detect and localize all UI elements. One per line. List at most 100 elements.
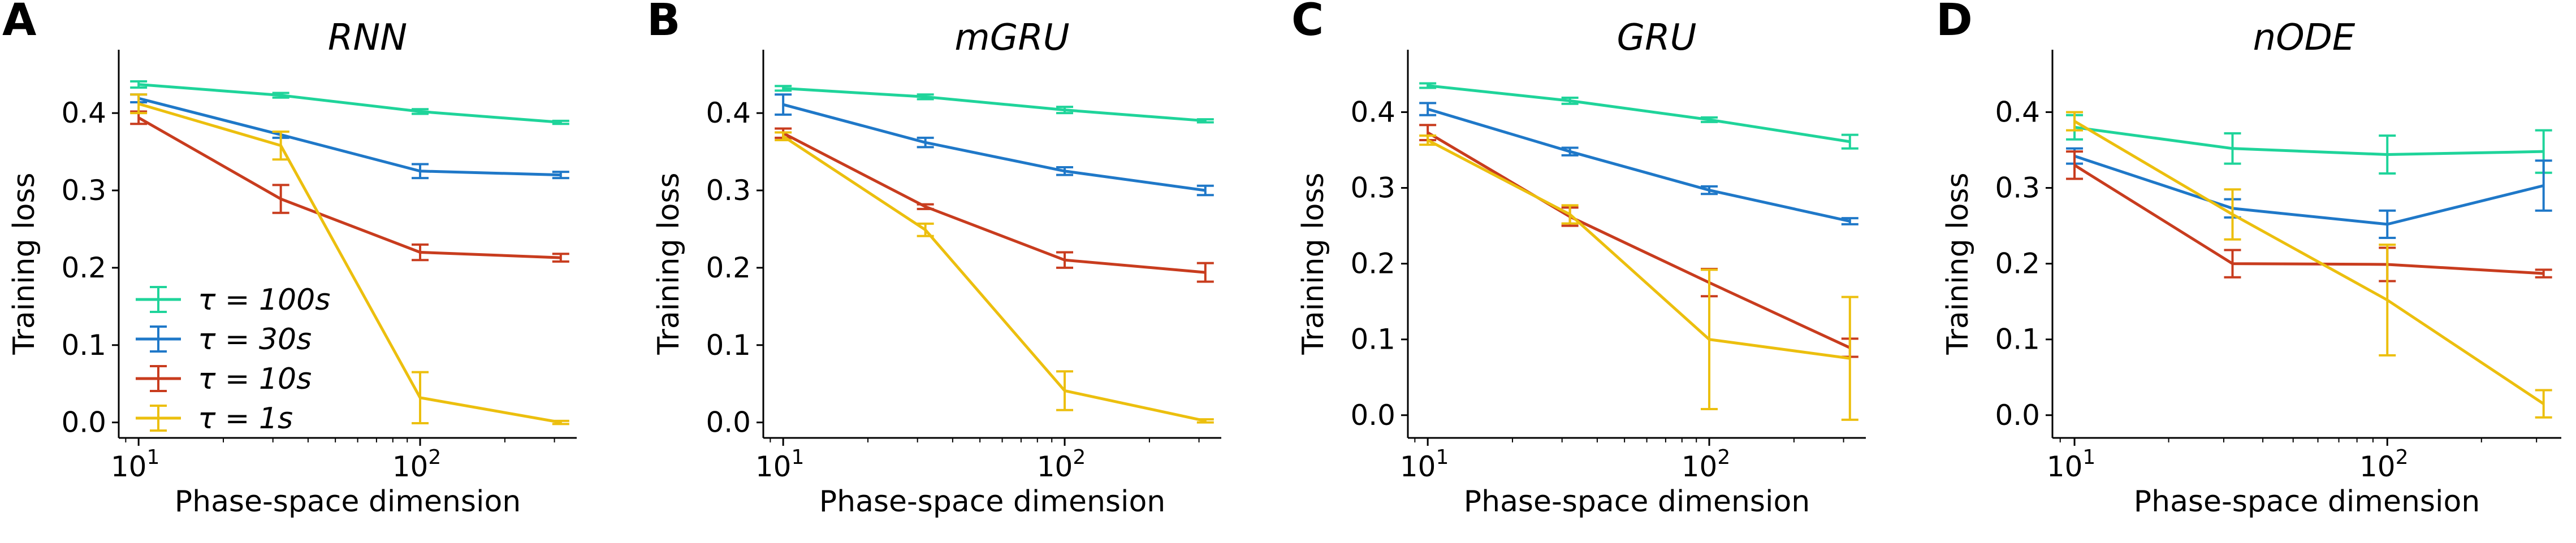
error-bar [1561, 146, 1579, 157]
legend-label: τ = 100s [198, 283, 330, 317]
panel-letter: A [2, 0, 36, 46]
error-bar [272, 130, 289, 161]
error-bar [1419, 82, 1437, 89]
series-line [138, 102, 561, 424]
series-tau-10s [1419, 124, 1858, 358]
error-bar [130, 93, 148, 115]
panel-title: RNN [328, 17, 407, 59]
error-bar [412, 243, 429, 262]
error-bar [552, 419, 569, 425]
y-tick-label: 0.4 [61, 97, 106, 129]
y-tick-label: 0.0 [706, 406, 751, 439]
error-bar [1561, 96, 1579, 105]
error-bar [1196, 184, 1214, 197]
series-tau-1s [775, 131, 1214, 424]
legend-item: τ = 100s [136, 283, 330, 317]
series-line [137, 116, 561, 259]
legend-label: τ = 1s [198, 402, 293, 436]
y-tick-label: 0.4 [1995, 95, 2040, 128]
x-tick-label: 101 [2047, 446, 2096, 483]
panel-title: GRU [1617, 17, 1697, 59]
y-tick-label: 0.3 [1350, 172, 1395, 205]
error-bar [917, 136, 934, 149]
series-tau-10s [775, 127, 1214, 283]
series-tau-1s [1419, 134, 1858, 421]
error-bar [2535, 268, 2552, 279]
error-bar [1196, 262, 1214, 283]
series-line [2074, 154, 2544, 226]
error-bar [1196, 418, 1214, 424]
y-axis-label: Training loss [7, 172, 41, 355]
y-axis-label: Training loss [1296, 172, 1330, 355]
error-bar [412, 108, 429, 115]
error-bar [1701, 185, 1718, 196]
series-line [2073, 120, 2545, 405]
y-tick-label: 0.3 [706, 174, 751, 207]
error-bar [1841, 133, 1858, 150]
x-axis-label: Phase-space dimension [2134, 485, 2480, 519]
error-bar [917, 203, 934, 210]
error-bar [775, 85, 792, 92]
y-tick-label: 0.2 [1350, 247, 1395, 280]
series-line [1427, 84, 1851, 144]
error-bar [412, 163, 429, 180]
legend: τ = 100s τ = 30s τ = 10s τ = 1s [136, 283, 330, 436]
y-tick-label: 0.2 [61, 251, 106, 284]
series-line [783, 103, 1206, 192]
y-tick-label: 0.0 [61, 406, 106, 439]
error-bar [1056, 251, 1074, 269]
y-tick-label: 0.2 [1995, 247, 2040, 280]
y-tick-label: 0.3 [61, 174, 106, 207]
series-tau-10s [2066, 150, 2552, 283]
error-bar [552, 171, 569, 180]
panel-letter: C [1291, 0, 1324, 46]
series-line [782, 132, 1206, 274]
error-bar [1196, 118, 1214, 124]
error-bar [775, 131, 792, 142]
x-tick-label: 102 [1682, 446, 1731, 483]
y-tick-label: 0.1 [61, 329, 106, 362]
series-tau-100s [130, 80, 569, 125]
error-bar [2379, 134, 2396, 175]
error-bar [1701, 268, 1718, 411]
panel-letter: B [647, 0, 680, 46]
x-tick-label: 101 [111, 446, 160, 483]
legend-label: τ = 30s [198, 323, 312, 357]
series-tau-30s [2066, 147, 2552, 240]
series-tau-100s [2066, 114, 2552, 175]
error-bar [2379, 209, 2396, 240]
series-line [2073, 164, 2544, 275]
error-bar [2379, 244, 2396, 357]
error-bar [552, 253, 569, 263]
error-bar [1701, 116, 1718, 123]
error-bar [272, 92, 289, 99]
legend-item: τ = 1s [136, 402, 293, 436]
error-bar [1841, 296, 1858, 421]
series-tau-30s [775, 93, 1214, 197]
y-tick-label: 0.1 [1995, 323, 2040, 356]
y-tick-label: 0.1 [1350, 323, 1395, 356]
error-bar [917, 222, 934, 237]
error-bar [1841, 217, 1858, 225]
series-tau-10s [130, 110, 569, 263]
panel-title: nODE [2253, 17, 2355, 59]
error-bar [775, 93, 792, 116]
y-tick-label: 0.0 [1350, 399, 1395, 432]
y-tick-label: 0.3 [1995, 172, 2040, 205]
error-bar [412, 371, 429, 424]
error-bar [1056, 106, 1074, 115]
series-line [138, 97, 561, 177]
series-line [783, 86, 1206, 123]
x-tick-label: 101 [1400, 446, 1449, 483]
x-tick-label: 102 [392, 446, 442, 483]
legend-label: τ = 10s [198, 362, 312, 396]
error-bar [2224, 132, 2241, 165]
error-bar [2224, 188, 2241, 241]
x-axis-label: Phase-space dimension [1464, 485, 1810, 519]
